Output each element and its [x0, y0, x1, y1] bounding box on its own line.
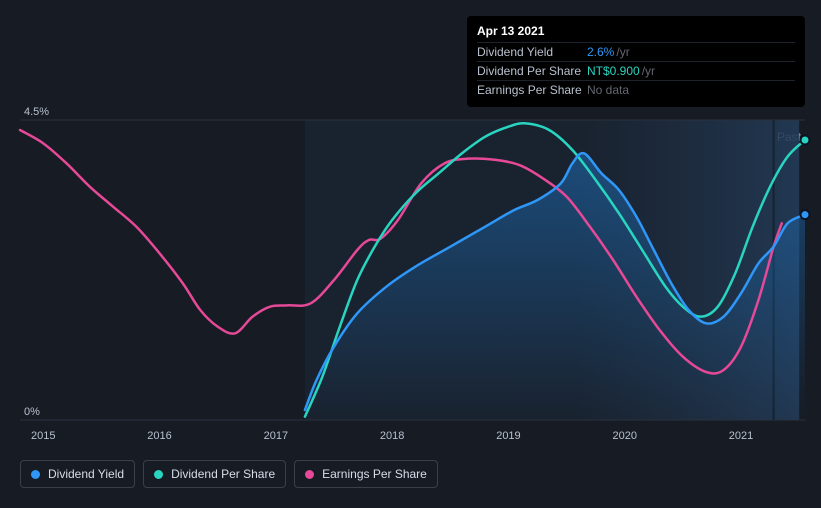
tooltip-label: Earnings Per Share: [477, 83, 587, 97]
chart-svg: [0, 100, 821, 450]
legend-item-dividend-yield[interactable]: Dividend Yield: [20, 460, 135, 488]
legend-item-earnings-per-share[interactable]: Earnings Per Share: [294, 460, 438, 488]
x-axis-tick: 2015: [31, 430, 55, 442]
tooltip-row-dividend-yield: Dividend Yield 2.6% /yr: [477, 42, 795, 61]
tooltip-unit: /yr: [642, 64, 655, 78]
legend-dot-icon: [154, 470, 163, 479]
tooltip-value: 2.6%: [587, 45, 614, 59]
chart-legend: Dividend Yield Dividend Per Share Earnings…: [20, 460, 438, 488]
tooltip-row-earnings-per-share: Earnings Per Share No data: [477, 80, 795, 99]
legend-label: Earnings Per Share: [322, 467, 427, 481]
tooltip-label: Dividend Yield: [477, 45, 587, 59]
tooltip-value: NT$0.900: [587, 64, 640, 78]
x-axis-tick: 2020: [612, 430, 636, 442]
x-axis-tick: 2018: [380, 430, 404, 442]
x-axis-tick: 2021: [729, 430, 753, 442]
legend-label: Dividend Per Share: [171, 467, 275, 481]
legend-label: Dividend Yield: [48, 467, 124, 481]
x-axis-tick: 2017: [264, 430, 288, 442]
tooltip-label: Dividend Per Share: [477, 64, 587, 78]
legend-dot-icon: [31, 470, 40, 479]
dividend-chart: 4.5% 0% Past 201520162017201820192020202…: [0, 100, 821, 450]
x-axis-tick: 2019: [496, 430, 520, 442]
tooltip-row-dividend-per-share: Dividend Per Share NT$0.900 /yr: [477, 61, 795, 80]
tooltip-date: Apr 13 2021: [477, 24, 795, 42]
tooltip-unit: /yr: [616, 45, 629, 59]
tooltip-value: No data: [587, 83, 629, 97]
legend-item-dividend-per-share[interactable]: Dividend Per Share: [143, 460, 286, 488]
x-axis-tick: 2016: [147, 430, 171, 442]
legend-dot-icon: [305, 470, 314, 479]
x-axis: 2015 2016 2017 2018 2019 2020 2021: [0, 430, 821, 450]
chart-tooltip: Apr 13 2021 Dividend Yield 2.6% /yr Divi…: [467, 16, 805, 107]
